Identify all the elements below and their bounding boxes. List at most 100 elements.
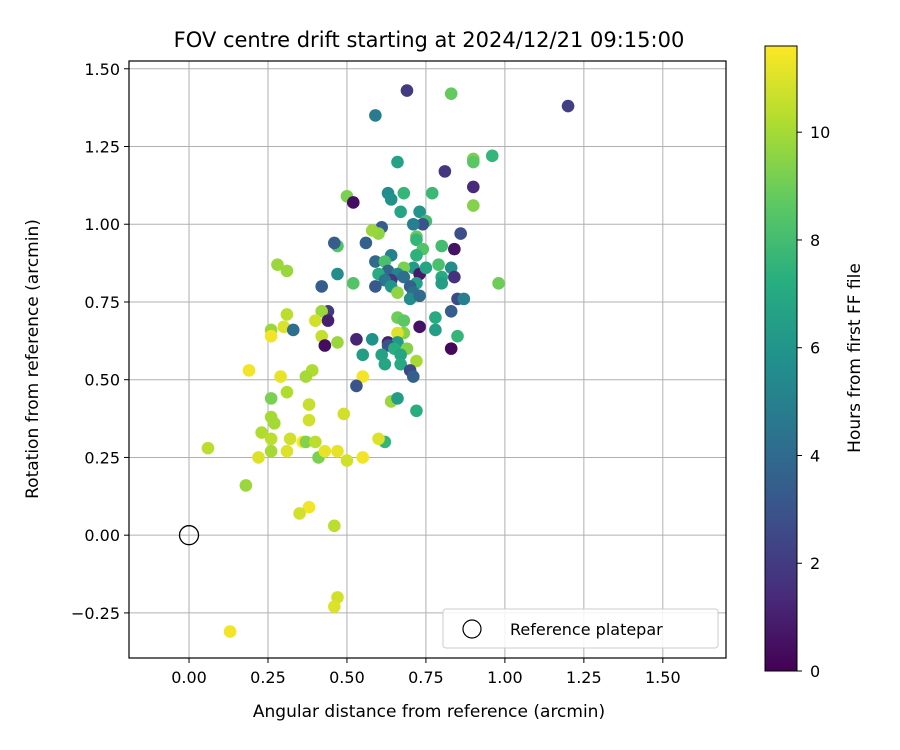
data-point	[444, 342, 458, 355]
data-point	[309, 435, 322, 449]
data-point	[252, 451, 265, 464]
data-point	[280, 385, 294, 399]
data-point	[274, 370, 287, 383]
y-axis-ticks: −0.25 0.00 0.25 0.50 0.75 1.00 1.25 1.50	[71, 60, 129, 623]
data-point	[280, 264, 294, 278]
y-tick-label: 1.25	[84, 138, 120, 157]
data-point	[394, 348, 407, 362]
data-point	[413, 289, 426, 303]
data-point	[400, 84, 414, 97]
data-point	[394, 357, 407, 371]
data-point	[277, 320, 291, 334]
data-point	[457, 292, 471, 306]
data-point	[315, 280, 328, 293]
colorbar: 0 2 4 6 8 10 Hours from first FF file	[764, 45, 865, 681]
data-point	[365, 332, 379, 346]
y-tick-label: 0.25	[84, 448, 120, 467]
data-point	[429, 311, 442, 324]
data-point	[321, 314, 335, 327]
data-point	[299, 370, 313, 383]
data-point	[451, 329, 464, 343]
colorbar-tick-label: 0	[810, 662, 820, 681]
colorbar-tick-label: 4	[810, 446, 820, 465]
data-point	[356, 348, 370, 362]
data-point	[318, 444, 332, 458]
data-point	[280, 444, 294, 458]
data-point	[410, 249, 423, 262]
data-point	[328, 519, 341, 533]
data-point	[485, 149, 499, 163]
plot-frame	[128, 60, 727, 659]
y-tick-label: 1.00	[84, 215, 120, 234]
data-point	[328, 600, 341, 613]
data-point	[346, 196, 360, 209]
data-point	[397, 186, 411, 200]
colorbar-tick-label: 8	[810, 231, 820, 250]
data-point	[255, 426, 268, 439]
data-point	[283, 432, 297, 446]
data-point	[391, 326, 404, 340]
data-point	[264, 444, 278, 458]
colorbar-tick-label: 10	[810, 123, 830, 142]
data-point	[403, 292, 417, 306]
data-point	[299, 435, 313, 449]
data-point	[302, 500, 316, 514]
data-point	[264, 329, 278, 343]
data-point	[293, 507, 306, 520]
colorbar-label: Hours from first FF file	[845, 263, 865, 453]
data-point	[264, 432, 278, 446]
x-tick-label: 1.00	[487, 668, 523, 687]
colorbar-tick-label: 2	[810, 554, 820, 573]
data-point	[410, 354, 423, 368]
y-tick-label: 0.50	[84, 371, 120, 390]
data-point	[391, 155, 404, 169]
data-point	[432, 258, 445, 271]
legend-label: Reference platepar	[510, 620, 663, 639]
data-point	[372, 432, 385, 446]
data-point	[331, 336, 344, 349]
legend: Reference platepar	[442, 608, 719, 649]
data-point	[410, 233, 423, 247]
data-point	[394, 205, 407, 219]
data-point	[356, 451, 370, 464]
data-point	[384, 193, 398, 206]
colorbar-gradient	[764, 45, 798, 672]
data-point	[425, 186, 439, 200]
data-point	[340, 454, 354, 467]
data-point	[413, 320, 426, 334]
data-point	[406, 370, 420, 383]
data-point	[264, 392, 278, 405]
y-axis-label: Rotation from reference (arcmin)	[23, 219, 43, 499]
x-tick-label: 0.75	[408, 668, 444, 687]
data-point	[369, 280, 382, 293]
data-point	[350, 379, 363, 393]
data-point	[435, 239, 449, 253]
data-point	[448, 270, 461, 284]
data-point	[444, 87, 458, 100]
colorbar-tick-label: 6	[810, 339, 820, 358]
data-point	[429, 323, 442, 337]
data-point	[413, 205, 426, 219]
y-tick-label: 1.50	[84, 60, 120, 79]
chart-title: FOV centre drift starting at 2024/12/21 …	[174, 28, 685, 52]
data-point	[331, 267, 344, 281]
data-point	[350, 332, 363, 346]
data-point	[448, 242, 461, 256]
data-point	[406, 217, 420, 231]
data-point	[286, 323, 300, 337]
data-point	[397, 314, 411, 327]
data-point	[416, 217, 430, 231]
data-point	[309, 314, 322, 327]
data-point	[302, 413, 316, 427]
data-point	[268, 416, 281, 430]
data-point	[454, 227, 467, 240]
y-tick-label: 0.75	[84, 293, 120, 312]
data-point	[365, 224, 379, 237]
data-point	[391, 392, 404, 405]
data-point	[359, 236, 373, 250]
x-tick-label: 0.25	[250, 668, 286, 687]
x-axis-ticks: 0.00 0.25 0.50 0.75 1.00 1.25 1.50	[171, 658, 681, 687]
data-point	[239, 479, 253, 492]
legend-box	[442, 608, 719, 649]
